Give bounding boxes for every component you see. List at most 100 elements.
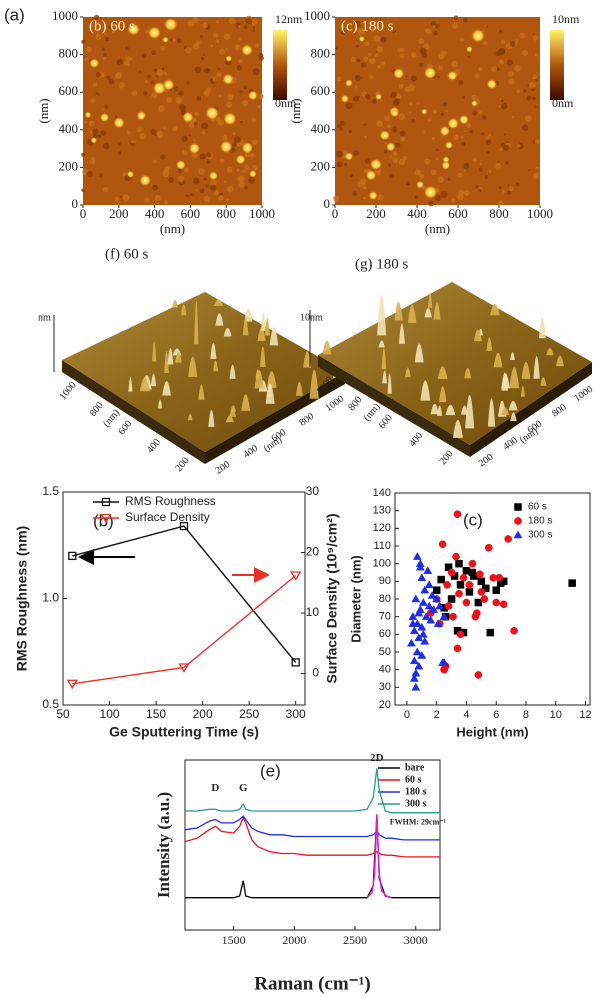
texture	[125, 56, 131, 62]
grain	[386, 142, 396, 152]
texture	[535, 166, 539, 170]
texture	[376, 120, 383, 127]
panel-label: (e)	[260, 761, 281, 780]
point	[100, 513, 112, 524]
texture	[258, 53, 264, 59]
x-axis-label: (nm)	[160, 221, 185, 236]
peak	[404, 367, 411, 378]
point	[409, 656, 419, 665]
grain	[136, 110, 147, 121]
texture	[201, 130, 206, 135]
point	[424, 601, 434, 610]
grain	[208, 171, 218, 181]
texture	[405, 181, 411, 186]
texture	[379, 18, 382, 22]
texture	[114, 196, 120, 202]
texture	[447, 177, 451, 182]
grain	[370, 158, 382, 171]
texture	[508, 186, 514, 192]
texture	[192, 16, 199, 24]
x-axis-label: Ge Sputtering Time (s)	[109, 724, 259, 740]
texture	[226, 101, 233, 108]
point	[453, 510, 462, 519]
grain	[175, 159, 186, 170]
point	[411, 668, 421, 677]
peak	[439, 386, 447, 403]
grain	[447, 70, 458, 81]
y-tick-label: 200	[174, 455, 192, 474]
texture	[532, 32, 535, 35]
texture	[364, 93, 370, 99]
texture	[183, 167, 189, 173]
texture	[177, 168, 183, 174]
x-tick-label: 1000	[324, 394, 347, 414]
texture	[424, 158, 431, 165]
texture	[126, 130, 131, 135]
texture	[431, 136, 435, 141]
texture	[122, 194, 130, 201]
x-tick-label: 400	[145, 206, 165, 221]
texture	[199, 153, 206, 160]
texture	[434, 194, 442, 202]
texture	[361, 76, 364, 80]
peak	[464, 367, 472, 379]
point	[101, 497, 111, 507]
texture	[144, 197, 151, 203]
texture	[227, 185, 234, 193]
texture	[181, 135, 188, 143]
peak	[198, 384, 205, 400]
texture	[469, 129, 473, 134]
texture	[103, 104, 109, 110]
peak	[382, 370, 388, 384]
grain	[471, 100, 478, 107]
texture	[533, 35, 539, 41]
texture	[498, 200, 504, 206]
texture	[453, 134, 459, 141]
texture	[357, 95, 360, 99]
texture	[350, 56, 356, 63]
x-tick-label: 4	[463, 709, 469, 721]
texture	[192, 43, 200, 50]
texture	[226, 166, 233, 173]
annotation: G	[239, 782, 248, 794]
texture	[363, 196, 366, 200]
peak	[407, 304, 417, 324]
texture	[333, 195, 340, 202]
point	[499, 600, 508, 609]
texture	[131, 90, 138, 97]
texture	[157, 130, 164, 138]
texture	[478, 111, 482, 115]
peak	[175, 352, 182, 363]
point	[474, 598, 483, 607]
texture	[380, 36, 387, 43]
texture	[414, 169, 421, 176]
x-tick-label: 1500	[222, 933, 246, 947]
texture	[478, 188, 482, 193]
texture	[498, 105, 501, 108]
x-tick-label: 800	[489, 206, 509, 221]
point	[426, 615, 436, 624]
y-tick-label: 60	[379, 628, 391, 640]
peak	[493, 352, 503, 368]
texture	[418, 62, 424, 67]
x-tick-label: 250	[239, 707, 259, 721]
texture	[234, 136, 241, 144]
texture	[388, 163, 392, 167]
texture	[507, 71, 514, 78]
texture	[384, 115, 390, 122]
x-tick-label: 400	[242, 443, 261, 461]
texture	[457, 80, 464, 86]
texture	[488, 170, 492, 173]
texture	[84, 121, 87, 124]
point	[449, 612, 457, 621]
texture	[176, 38, 182, 44]
texture	[185, 194, 189, 198]
line	[72, 574, 297, 685]
point	[421, 612, 431, 620]
texture	[118, 82, 125, 89]
texture	[472, 157, 477, 162]
point	[435, 601, 445, 610]
texture	[392, 157, 399, 163]
texture	[451, 22, 458, 29]
texture	[179, 103, 187, 111]
